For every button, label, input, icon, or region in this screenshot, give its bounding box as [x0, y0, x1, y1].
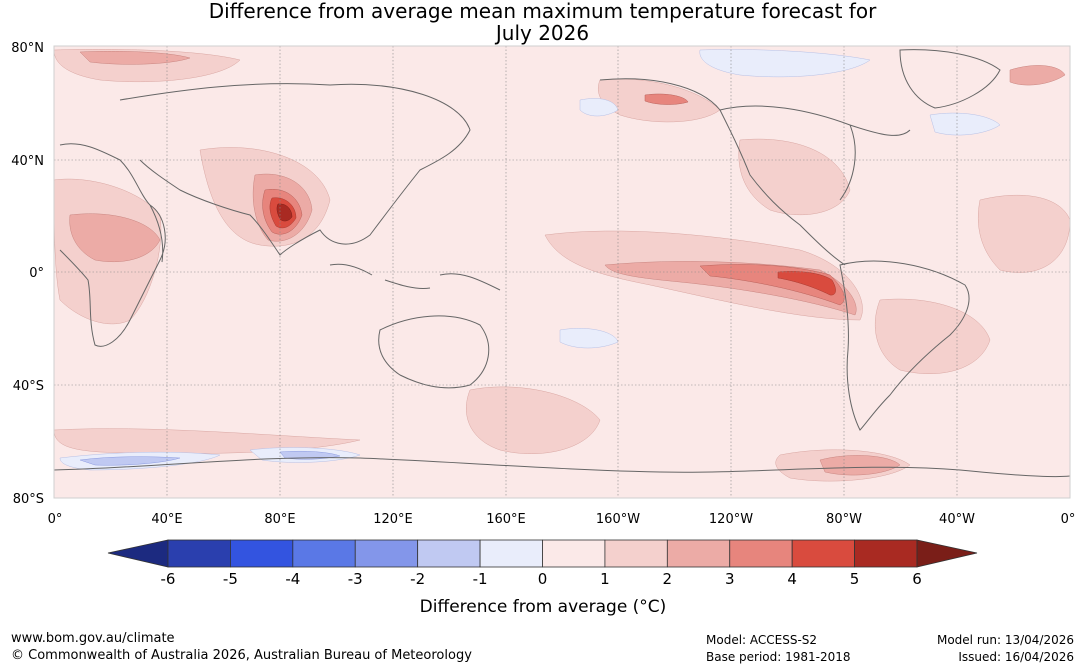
colorbar-extend-low — [107, 539, 169, 568]
anomaly-region-moderate-warm — [819, 455, 901, 476]
lat-label: 80°S — [13, 492, 44, 507]
colorbar-segment — [230, 539, 294, 568]
lon-label: 160°E — [486, 512, 526, 527]
footer-model-run: Model run: 13/04/2026 — [936, 633, 1074, 647]
colorbar-segment — [791, 539, 855, 568]
map-gridlines — [54, 46, 1070, 498]
anomaly-region-cool — [79, 456, 181, 466]
anomaly-region-weak-warm — [466, 386, 601, 454]
coastlines — [54, 49, 1070, 478]
lat-label: 40°S — [13, 379, 44, 394]
colorbar-segment — [854, 539, 918, 568]
lat-label: 0° — [29, 266, 44, 281]
colorbar-tick-label: -4 — [285, 570, 300, 588]
colorbar-tick-label: 2 — [663, 570, 673, 588]
lon-label: 0° — [48, 512, 63, 527]
lon-label: 120°E — [373, 512, 413, 527]
colorbar-segment — [354, 539, 419, 568]
coastline-europe-africa — [59, 143, 166, 347]
map-frame — [53, 45, 1071, 499]
colorbar-tick-label: 3 — [725, 570, 735, 588]
title-line-2: July 2026 — [495, 21, 590, 45]
anomaly-region-moderate-warm — [79, 51, 191, 65]
coastline-south-america — [839, 260, 970, 431]
colorbar-tick-label: 6 — [912, 570, 922, 588]
colorbar-tick-label: -1 — [473, 570, 488, 588]
chart-title: Difference from average mean maximum tem… — [0, 0, 1085, 44]
footer-issued: Issued: 16/04/2026 — [958, 650, 1074, 664]
anomaly-region-weak-warm — [874, 298, 991, 374]
anomaly-region-weak-warm — [738, 138, 851, 216]
lon-label: 40°W — [939, 512, 975, 527]
lon-label: 80°E — [264, 512, 295, 527]
coastline-se-asia-islands — [329, 263, 501, 291]
colorbar-segment — [542, 539, 606, 568]
coastline-greenland — [899, 49, 1001, 109]
colorbar-tick-label: 0 — [538, 570, 548, 588]
anomaly-region-weak-cool — [929, 112, 1001, 136]
colorbar-segment — [666, 539, 731, 568]
colorbar-tick-label: -3 — [348, 570, 363, 588]
colorbar-segment — [417, 539, 481, 568]
colorbar-extend-high — [916, 539, 978, 568]
anomaly-region-moderate-warm — [69, 213, 161, 263]
anomaly-region-strong-warm — [644, 93, 689, 105]
colorbar-tick-label: 5 — [850, 570, 860, 588]
anomaly-region-extreme-warm — [276, 203, 293, 222]
lon-label: 120°W — [709, 512, 753, 527]
lon-label: 0° — [1061, 512, 1076, 527]
lon-label: 40°E — [151, 512, 182, 527]
anomaly-region-weak-warm — [977, 195, 1070, 273]
colorbar-tick-label: -6 — [161, 570, 176, 588]
lon-label: 160°W — [596, 512, 640, 527]
colorbar-tick-label: 1 — [600, 570, 610, 588]
colorbar-segment — [167, 539, 231, 568]
colorbar-segment — [479, 539, 543, 568]
title-line-1: Difference from average mean maximum tem… — [208, 0, 877, 23]
colorbar-ticks: -6 -5 -4 -3 -2 -1 0 1 2 3 4 5 6 — [161, 570, 922, 588]
footer-url: www.bom.gov.au/climate — [11, 631, 175, 646]
lat-label: 40°N — [11, 154, 44, 169]
coastline-australia — [378, 315, 490, 389]
anomaly-region-weak-cool — [699, 49, 871, 78]
anomaly-region-weak-cool — [559, 328, 619, 349]
footer-model: Model: ACCESS-S2 — [706, 633, 818, 647]
anomaly-region-very-strong-warm — [777, 271, 836, 296]
anomaly-region-moderate-warm — [1009, 65, 1066, 86]
lat-label: 80°N — [11, 41, 44, 56]
colorbar-segments — [167, 539, 918, 568]
colorbar-segment — [292, 539, 356, 568]
colorbar-tick-label: -5 — [223, 570, 238, 588]
colorbar-tick-label: -2 — [410, 570, 425, 588]
colorbar-segment — [604, 539, 668, 568]
colorbar-tick-label: 4 — [787, 570, 797, 588]
lon-label: 80°W — [826, 512, 862, 527]
colorbar-label: Difference from average (°C) — [420, 597, 667, 617]
footer-base-period: Base period: 1981-2018 — [706, 650, 851, 664]
coastline-antarctica — [54, 457, 1070, 478]
coastline-asia — [119, 83, 471, 256]
anomaly-shading — [54, 49, 1070, 482]
colorbar-segment — [729, 539, 793, 568]
footer-copyright: © Commonwealth of Australia 2026, Austra… — [11, 648, 472, 663]
